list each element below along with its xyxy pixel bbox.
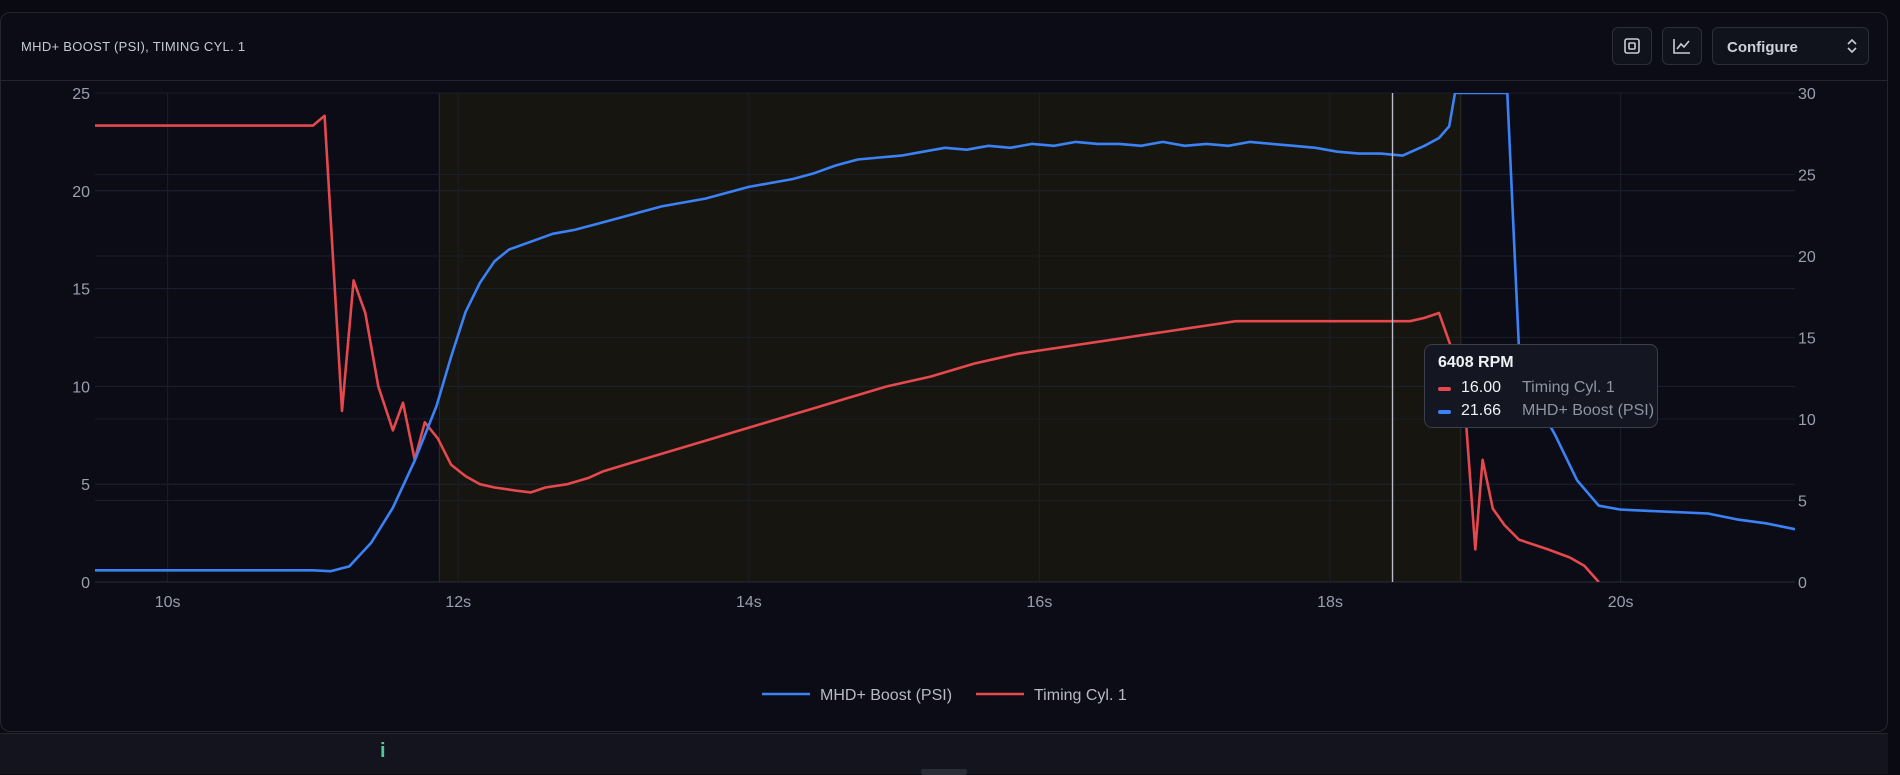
y-left-tick-label: 0 (81, 575, 90, 592)
y-left-tick-label: 25 (72, 86, 90, 103)
configure-select[interactable]: Configure (1712, 27, 1869, 65)
y-right-tick-label: 30 (1798, 86, 1816, 103)
configure-label: Configure (1727, 39, 1798, 56)
y-left-tick-label: 10 (72, 379, 90, 396)
x-tick-label: 20s (1608, 594, 1634, 611)
footer-bar: i (0, 733, 1888, 775)
boost-swatch (1438, 410, 1451, 414)
chart-type-button[interactable] (1662, 27, 1702, 65)
y-right-tick-label: 20 (1798, 249, 1816, 266)
tooltip-timing-value: 16.00 (1461, 379, 1502, 396)
tooltip-boost-name: MHD+ Boost (PSI) (1522, 402, 1655, 419)
y-left-tick-label: 5 (81, 477, 90, 494)
x-tick-label: 14s (736, 594, 762, 611)
y-right-tick-label: 15 (1798, 331, 1816, 348)
x-tick-label: 16s (1027, 594, 1053, 611)
chart-tooltip: 6408 RPM 16.00 Timing Cyl. 1 21.66 MHD+ … (1424, 344, 1658, 428)
y-left-tick-label: 20 (72, 184, 90, 201)
resize-handle[interactable] (921, 769, 967, 775)
legend-timing-label: Timing Cyl. 1 (1034, 687, 1127, 704)
x-tick-label: 10s (155, 594, 181, 611)
tooltip-boost-value: 21.66 (1461, 402, 1502, 419)
fullscreen-button[interactable] (1612, 27, 1652, 65)
tooltip-timing-name: Timing Cyl. 1 (1522, 379, 1615, 396)
timing-swatch (1438, 387, 1451, 391)
legend-boost-label: MHD+ Boost (PSI) (820, 687, 952, 704)
boost-series-line (95, 93, 1795, 573)
square-icon (1624, 38, 1640, 54)
y-right-tick-label: 5 (1798, 494, 1807, 511)
chevron-up-down-icon (1847, 38, 1857, 54)
timing-series-line (95, 114, 1600, 582)
panel-header: MHD+ BOOST (PSI), TIMING CYL. 1 Configur… (1, 13, 1887, 81)
panel-title: MHD+ BOOST (PSI), TIMING CYL. 1 (21, 39, 246, 54)
y-left-tick-label: 15 (72, 282, 90, 299)
x-tick-label: 18s (1317, 594, 1343, 611)
y-right-tick-label: 10 (1798, 412, 1816, 429)
tooltip-title: 6408 RPM (1438, 354, 1514, 371)
line-chart-icon (1673, 39, 1690, 54)
info-indicator[interactable]: i (380, 740, 386, 762)
y-right-tick-label: 25 (1798, 168, 1816, 185)
y-right-tick-label: 0 (1798, 575, 1807, 592)
x-tick-label: 12s (445, 594, 471, 611)
